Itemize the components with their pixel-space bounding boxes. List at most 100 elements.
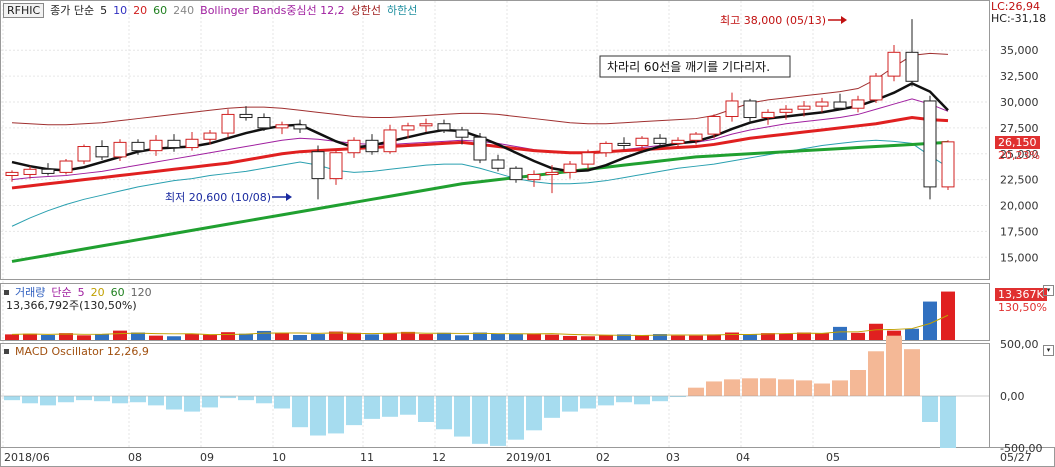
volume-bar <box>833 326 847 340</box>
volume-bar <box>383 333 397 340</box>
price-y-tick-label: 35,000 <box>1000 44 1039 57</box>
macd-bar <box>310 396 326 436</box>
candle-body <box>59 160 73 173</box>
candle-body <box>383 129 397 153</box>
candle-body <box>671 139 685 144</box>
macd-bar <box>634 396 650 405</box>
macd-bar <box>382 396 398 417</box>
macd-legend-label: MACD Oscillator 12,26,9 <box>15 345 149 358</box>
price-y-tick-label: 32,500 <box>1000 70 1039 83</box>
volume-legend-item: 5 <box>77 286 85 299</box>
candle-body <box>869 75 883 101</box>
current-change: 20,23% <box>998 149 1040 162</box>
volume-bar <box>743 334 757 340</box>
panel-marker-icon <box>4 290 9 295</box>
macd-bar <box>544 396 560 418</box>
volume-bar <box>23 333 37 340</box>
candle-body <box>401 125 415 131</box>
volume-legend-item: 거래량 <box>15 286 46 299</box>
candle-body <box>131 141 145 152</box>
volume-bar <box>257 330 271 340</box>
macd-bar <box>166 396 182 410</box>
x-tick-label: 08 <box>128 451 142 464</box>
volume-bar <box>113 330 127 340</box>
candle-body <box>617 142 631 146</box>
candle-body <box>77 146 91 162</box>
candle-body <box>473 136 487 161</box>
x-tick-label: 05/27 <box>1000 451 1032 464</box>
macd-bar <box>868 351 884 396</box>
volume-bar <box>473 332 487 340</box>
candle-body <box>23 168 37 175</box>
candle-body <box>851 99 865 109</box>
candle-body <box>113 141 127 158</box>
candle-body <box>581 152 595 165</box>
volume-expand-icon[interactable]: ▾ <box>1043 285 1054 296</box>
macd-bar <box>688 387 704 396</box>
price-y-tick-label: 22,500 <box>1000 174 1039 187</box>
volume-bar <box>401 331 415 340</box>
candle-body <box>599 142 613 154</box>
candle-body <box>95 146 109 158</box>
candle-body <box>167 139 181 149</box>
volume-bar <box>581 336 595 340</box>
volume-bar <box>5 334 19 340</box>
macd-bar <box>742 378 758 396</box>
candle-body <box>185 138 199 149</box>
macd-bar <box>130 396 146 403</box>
x-tick-label: 02 <box>596 451 610 464</box>
ticker-label[interactable]: RFHIC <box>3 3 45 18</box>
price-y-tick-label: 25,000 <box>1000 148 1039 161</box>
price-legend-item: 60 <box>153 4 168 17</box>
candle-body <box>527 173 541 181</box>
x-tick-label: 05 <box>826 451 840 464</box>
macd-bar <box>148 396 164 406</box>
macd-bar <box>580 396 596 409</box>
candle-body <box>653 137 667 144</box>
macd-bar <box>490 396 506 446</box>
candle-body <box>149 139 163 152</box>
x-tick-label: 2019/01 <box>506 451 552 464</box>
macd-y-tick-label: 0,00 <box>1000 390 1025 403</box>
candle-body <box>275 124 289 129</box>
volume-bar <box>797 332 811 340</box>
hc-label: HC:-31,18 <box>991 12 1047 25</box>
volume-bar <box>599 335 613 340</box>
price-legend-item: 240 <box>173 4 195 17</box>
macd-legend: MACD Oscillator 12,26,9 <box>4 345 155 358</box>
macd-bar <box>832 380 848 396</box>
volume-bars <box>5 291 955 340</box>
volume-bar <box>923 301 937 340</box>
volume-bar <box>59 333 73 340</box>
macd-expand-icon[interactable]: ▾ <box>1043 345 1054 356</box>
x-tick-label: 2018/06 <box>4 451 50 464</box>
grid-lines <box>1 1 989 447</box>
macd-bar <box>436 396 452 430</box>
macd-bar <box>418 396 434 422</box>
volume-bar <box>545 334 559 340</box>
y-axis-ticks: 35,000 32,500 30,000 27,500 25,000 22,500 20,0… <box>1000 44 1042 455</box>
macd-bar <box>724 379 740 396</box>
candle-body <box>419 123 433 127</box>
volume-value-text: 13,366,792주(130,50%) <box>6 299 137 312</box>
macd-bar <box>346 396 362 426</box>
macd-bar <box>22 396 38 404</box>
price-y-tick-label: 30,000 <box>1000 96 1039 109</box>
price-legend-item: 10 <box>113 4 128 17</box>
x-axis-ticks: 2018/06 08 09 10 11 12 2019/01 02 03 04 05 05/27 <box>4 451 1032 464</box>
volume-bar <box>437 332 451 340</box>
volume-bar <box>185 333 199 340</box>
price-panel-frame <box>0 0 990 280</box>
volume-bar <box>311 334 325 340</box>
volume-bar <box>275 333 289 340</box>
volume-bar <box>347 332 361 340</box>
volume-bar <box>617 334 631 340</box>
volume-current-pct: 130,50% <box>998 301 1047 314</box>
volume-ma-line <box>11 314 949 336</box>
candle-body <box>455 129 469 138</box>
macd-bar <box>238 396 254 401</box>
candle-body <box>797 105 811 110</box>
price-legend-item: Bollinger Bands중심선 12,2 <box>200 4 345 17</box>
candle-body <box>221 113 235 134</box>
